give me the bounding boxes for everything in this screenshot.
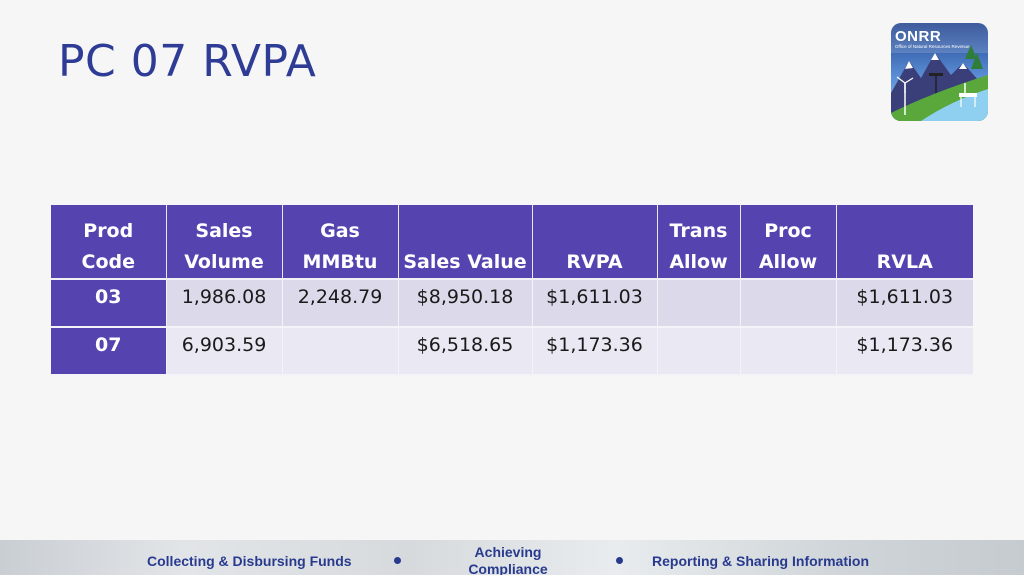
cell-proc-allow: [739, 327, 836, 376]
header-prod-code: Prod Code: [51, 205, 166, 280]
header-rvpa: RVPA: [531, 205, 657, 280]
header-sales-value: Sales Value: [397, 205, 532, 280]
cell-gas-mmbtu: 2,248.79: [281, 279, 398, 328]
table-header-row: Prod Code Sales Volume Gas MMBtu Sales Valu…: [51, 205, 973, 280]
logo-name: ONRR: [895, 28, 942, 45]
cell-trans-allow: [656, 279, 740, 328]
header-rvla: RVLA: [835, 205, 973, 280]
footer-separator-dot: [616, 557, 623, 564]
header-gas-mmbtu: Gas MMBtu: [281, 205, 398, 280]
header-sales-volume: Sales Volume: [165, 205, 282, 280]
header-proc-allow: Proc Allow: [739, 205, 836, 280]
cell-sales-value: $8,950.18: [397, 279, 532, 328]
onrr-logo: ONRR Office of Natural Resources Revenue: [891, 23, 988, 121]
cell-rvpa: $1,611.03: [531, 279, 657, 328]
onrr-logo-graphic: [891, 23, 988, 121]
page-title: PC 07 RVPA: [58, 36, 317, 87]
cell-prod-code: 03: [51, 279, 166, 328]
header-trans-allow: Trans Allow: [656, 205, 740, 280]
cell-proc-allow: [739, 279, 836, 328]
footer-achieving-compliance: Achieving Compliance: [468, 544, 548, 575]
cell-sales-volume: 1,986.08: [165, 279, 282, 328]
cell-rvpa: $1,173.36: [531, 327, 657, 376]
table-row: 07 6,903.59 $6,518.65 $1,173.36 $1,173.3…: [51, 327, 973, 376]
cell-sales-volume: 6,903.59: [165, 327, 282, 376]
footer-banner: Collecting & Disbursing Funds Achieving C…: [0, 540, 1024, 575]
cell-sales-value: $6,518.65: [397, 327, 532, 376]
cell-gas-mmbtu: [281, 327, 398, 376]
logo-subtitle: Office of Natural Resources Revenue: [895, 44, 970, 49]
rvpa-table: Prod Code Sales Volume Gas MMBtu Sales Valu…: [51, 205, 973, 376]
footer-separator-dot: [394, 557, 401, 564]
cell-rvla: $1,611.03: [835, 279, 973, 328]
table-row: 03 1,986.08 2,248.79 $8,950.18 $1,611.03…: [51, 279, 973, 328]
cell-trans-allow: [656, 327, 740, 376]
cell-prod-code: 07: [51, 327, 166, 376]
cell-rvla: $1,173.36: [835, 327, 973, 376]
footer-collecting-disbursing: Collecting & Disbursing Funds: [147, 553, 352, 569]
footer-reporting-sharing: Reporting & Sharing Information: [652, 553, 869, 569]
